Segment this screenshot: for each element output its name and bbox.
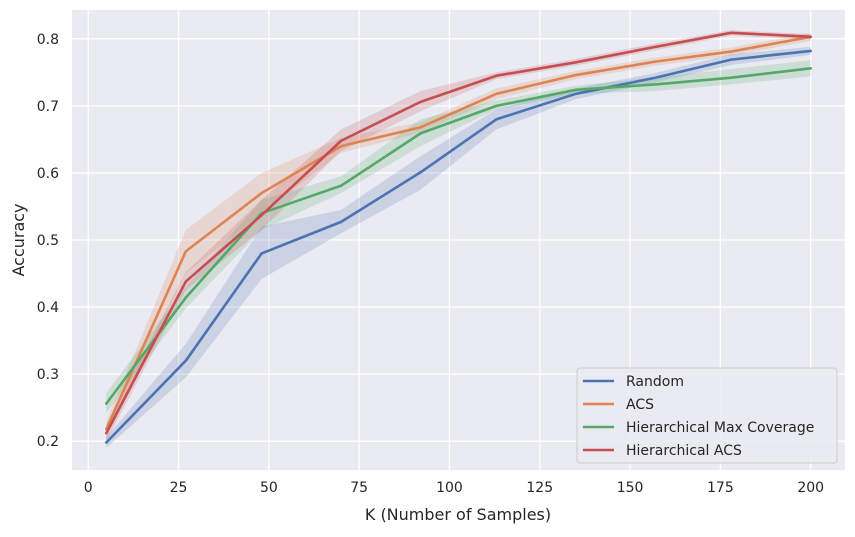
x-tick-label: 150: [617, 480, 644, 496]
x-tick-label: 175: [707, 480, 734, 496]
x-axis-title: K (Number of Samples): [365, 505, 551, 524]
x-tick-label: 100: [436, 480, 463, 496]
tick-labels: 0 25 50 75 100 125 150 175 200 0.2 0.3 0.4 0.5 0.6 0.7…: [37, 32, 824, 496]
x-tick-label: 0: [84, 480, 93, 496]
legend: Random ACS Hierarchical Max Coverage Hierar…: [576, 367, 838, 464]
legend-items: Random ACS Hierarchical Max Coverage Hierar…: [583, 374, 814, 459]
hierarchical-acs-legend-label: Hierarchical ACS: [626, 443, 742, 459]
y-axis-title: Accuracy: [9, 203, 28, 276]
y-tick-label: 0.4: [37, 300, 59, 316]
random-legend-label: Random: [626, 374, 684, 390]
x-tick-label: 50: [260, 480, 278, 496]
acs-legend-label: ACS: [626, 397, 654, 413]
random-line: [105, 49, 812, 444]
y-tick-label: 0.2: [37, 434, 59, 450]
y-tick-label: 0.6: [37, 166, 59, 182]
acs-line: [105, 35, 812, 431]
hierarchical-max-coverage-legend-label: Hierarchical Max Coverage: [626, 420, 814, 436]
y-tick-label: 0.7: [37, 99, 59, 115]
hierarchical-max-coverage-line: [105, 67, 812, 405]
y-tick-label: 0.5: [37, 233, 59, 249]
series-lines: [105, 31, 812, 444]
hierarchical-max-coverage-confidence-band: [106, 60, 811, 414]
y-tick-label: 0.8: [37, 32, 59, 48]
x-tick-label: 200: [797, 480, 824, 496]
hierarchical-acs-confidence-band: [106, 30, 811, 442]
confidence-bands: [106, 30, 811, 448]
y-tick-label: 0.3: [37, 367, 59, 383]
legend-box: [576, 367, 838, 464]
x-tick-label: 125: [526, 480, 553, 496]
acs-confidence-band: [106, 32, 811, 438]
x-tick-label: 25: [170, 480, 188, 496]
hierarchical-acs-line: [105, 31, 812, 435]
x-tick-label: 75: [350, 480, 368, 496]
